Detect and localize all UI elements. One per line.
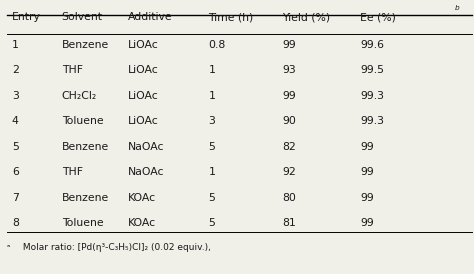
Text: 93: 93: [282, 65, 296, 75]
Text: 99.5: 99.5: [360, 65, 384, 75]
Text: Benzene: Benzene: [62, 142, 109, 152]
Text: 80: 80: [282, 193, 296, 202]
Text: 99: 99: [360, 218, 374, 228]
Text: 5: 5: [209, 218, 216, 228]
Text: Ee (%): Ee (%): [360, 12, 396, 22]
Text: NaOAc: NaOAc: [128, 167, 164, 177]
Text: 0.8: 0.8: [209, 40, 226, 50]
Text: 92: 92: [282, 167, 296, 177]
Text: THF: THF: [62, 65, 82, 75]
Text: 99.3: 99.3: [360, 91, 384, 101]
Text: 3: 3: [12, 91, 19, 101]
Text: 5: 5: [209, 193, 216, 202]
Text: 2: 2: [12, 65, 19, 75]
Text: CH₂Cl₂: CH₂Cl₂: [62, 91, 97, 101]
Text: KOAc: KOAc: [128, 193, 156, 202]
Text: ᵃ: ᵃ: [7, 243, 10, 252]
Text: 99: 99: [360, 142, 374, 152]
Text: 8: 8: [12, 218, 19, 228]
Text: 1: 1: [209, 91, 216, 101]
Text: NaOAc: NaOAc: [128, 142, 164, 152]
Text: LiOAc: LiOAc: [128, 116, 159, 126]
Text: Solvent: Solvent: [62, 12, 102, 22]
Text: 1: 1: [12, 40, 19, 50]
Text: 90: 90: [282, 116, 296, 126]
Text: LiOAc: LiOAc: [128, 91, 159, 101]
Text: 99.3: 99.3: [360, 116, 384, 126]
Text: 6: 6: [12, 167, 19, 177]
Text: Entry: Entry: [12, 12, 41, 22]
Text: Benzene: Benzene: [62, 193, 109, 202]
Text: b: b: [455, 5, 460, 12]
Text: 99: 99: [360, 167, 374, 177]
Text: LiOAc: LiOAc: [128, 40, 159, 50]
Text: 5: 5: [12, 142, 19, 152]
Text: 99: 99: [282, 91, 296, 101]
Text: 82: 82: [282, 142, 296, 152]
Text: Molar ratio: [Pd(η³-C₃H₅)Cl]₂ (0.02 equiv.),: Molar ratio: [Pd(η³-C₃H₅)Cl]₂ (0.02 equi…: [19, 243, 213, 252]
Text: Toluene: Toluene: [62, 218, 103, 228]
Text: THF: THF: [62, 167, 82, 177]
Text: 7: 7: [12, 193, 19, 202]
Text: 99.6: 99.6: [360, 40, 384, 50]
Text: KOAc: KOAc: [128, 218, 156, 228]
Text: Benzene: Benzene: [62, 40, 109, 50]
Text: 99: 99: [360, 193, 374, 202]
Text: 1: 1: [209, 167, 216, 177]
Text: Additive: Additive: [128, 12, 173, 22]
Text: LiOAc: LiOAc: [128, 65, 159, 75]
Text: Yield (%): Yield (%): [282, 12, 330, 22]
Text: 3: 3: [209, 116, 216, 126]
Text: Time (h): Time (h): [209, 12, 254, 22]
Text: 5: 5: [209, 142, 216, 152]
Text: 4: 4: [12, 116, 19, 126]
Text: Toluene: Toluene: [62, 116, 103, 126]
Text: 1: 1: [209, 65, 216, 75]
Text: 99: 99: [282, 40, 296, 50]
Text: 81: 81: [282, 218, 296, 228]
